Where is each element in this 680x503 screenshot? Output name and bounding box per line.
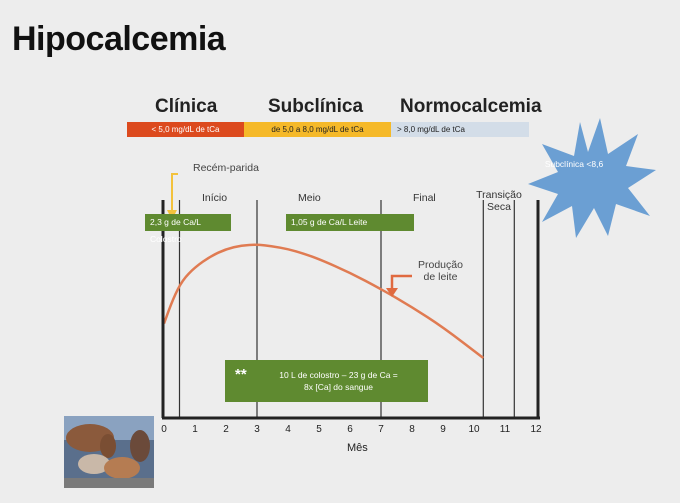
category-normocalcemia-label: Normocalcemia: [400, 96, 542, 117]
summary-box: ** 10 L de colostro – 23 g de Ca = 8x [C…: [225, 360, 428, 402]
x-tick-label: 0: [161, 424, 167, 435]
producao-line-1: Produção: [418, 259, 463, 271]
x-tick-label: 4: [285, 424, 291, 435]
phase-transicao-seca: Transição Seca: [471, 189, 527, 213]
phase-seca: Seca: [487, 201, 511, 213]
milk-production-curve: [162, 243, 485, 360]
band-subclinica: de 5,0 a 8,0 mg/dL de tCa: [244, 122, 391, 137]
x-axis-label: Mês: [347, 442, 368, 454]
x-tick-label: 3: [254, 424, 260, 435]
phase-inicio: Início: [202, 192, 228, 204]
x-tick-label: 12: [530, 424, 542, 435]
producao-label: Produção de leite: [418, 259, 463, 283]
category-subclinica-label: Subclínica: [268, 96, 364, 117]
producao-arrow: [390, 274, 412, 290]
phase-transicao: Transição: [476, 189, 522, 201]
band-normocalcemia: > 8,0 mg/dL de tCa: [391, 122, 529, 137]
x-tick-label: 9: [440, 424, 446, 435]
x-tick-label: 11: [499, 424, 511, 435]
x-tick-label: 7: [378, 424, 384, 435]
x-tick-label: 6: [347, 424, 353, 435]
summary-line-2: 8x [Ca] do sangue: [304, 382, 373, 392]
x-tick-label: 8: [409, 424, 415, 435]
cow-calf-photo: [64, 416, 154, 488]
phase-meio: Meio: [298, 192, 321, 204]
recem-parida-label: Recém-parida: [193, 162, 259, 174]
starburst-shape: [528, 118, 656, 238]
starburst-label: Subclínica <8,6: [544, 159, 604, 169]
colostro-box: 2,3 g de Ca/L Colostro: [145, 214, 231, 244]
recem-parida-arrow: [171, 173, 178, 212]
page-title: Hipocalcemia: [12, 20, 226, 58]
phase-final: Final: [413, 192, 436, 204]
x-tick-label: 5: [316, 424, 322, 435]
summary-line-1: 10 L de colostro – 23 g de Ca =: [279, 370, 398, 380]
leite-box: 1,05 g de Ca/L Leite: [286, 214, 414, 231]
band-clinica: < 5,0 mg/dL de tCa: [127, 122, 244, 137]
x-tick-label: 10: [468, 424, 480, 435]
x-tick-label: 2: [223, 424, 229, 435]
producao-line-2: de leite: [423, 271, 458, 283]
category-clinica-label: Clínica: [155, 96, 218, 117]
x-tick-label: 1: [192, 424, 198, 435]
summary-text: 10 L de colostro – 23 g de Ca = 8x [Ca] …: [257, 369, 420, 393]
summary-mark: **: [235, 366, 247, 383]
